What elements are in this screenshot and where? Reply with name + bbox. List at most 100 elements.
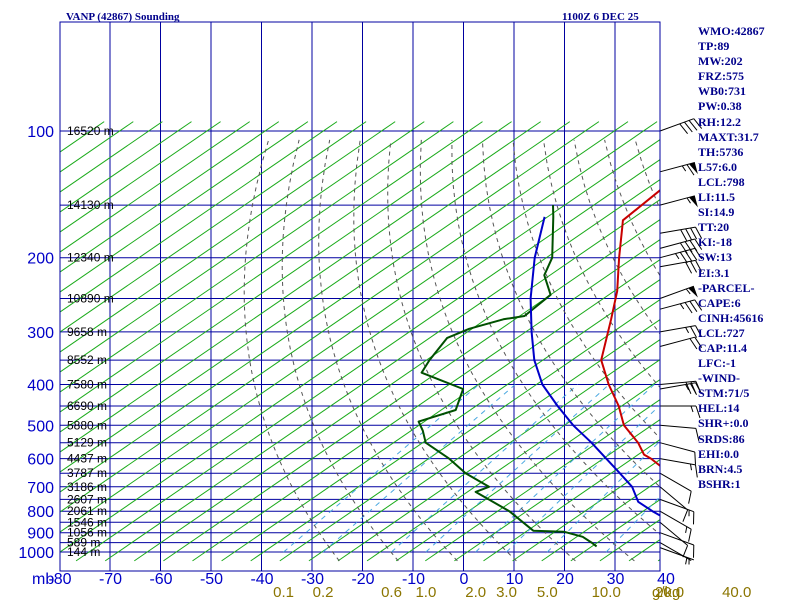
temperature-trace [600, 189, 660, 468]
isotherm-line [163, 218, 660, 562]
isotherm-line [60, 121, 367, 333]
barb-flag [695, 405, 701, 419]
barb-flag [694, 299, 703, 311]
wind-barb [659, 325, 702, 338]
wind-barb [659, 285, 698, 299]
pressure-tick-label: 300 [27, 325, 54, 342]
wind-barb [659, 542, 692, 565]
barb-flag [684, 302, 693, 314]
height-label: 3186 m [67, 480, 107, 494]
isotherm-line [454, 418, 660, 562]
barb-flag [694, 248, 703, 260]
wind-barb [659, 424, 700, 441]
height-label: 16520 m [67, 124, 114, 138]
temperature-tick-label: -40 [250, 571, 273, 588]
surface-parcel-marker [707, 540, 720, 552]
isotherm-line [60, 138, 660, 553]
isotherm-line [75, 158, 660, 562]
barb-staff [659, 325, 696, 333]
isotherm-line [192, 238, 660, 562]
barb-flag [694, 238, 703, 250]
barb-staff [659, 547, 694, 561]
isotherm-line [60, 121, 338, 313]
isotherm-line [337, 338, 660, 562]
barb-staff [659, 380, 696, 385]
height-label: 2607 m [67, 492, 107, 506]
isotherm-line [279, 298, 660, 562]
barb-half-flag [686, 197, 691, 204]
height-label: 9658 m [67, 325, 107, 339]
sounding-index: STM:71/5 [698, 386, 750, 401]
barb-flag [682, 545, 689, 558]
pressure-tick-label: 800 [27, 504, 54, 521]
barb-flag [695, 226, 702, 239]
barb-flag [689, 338, 698, 350]
sounding-index: MW:202 [698, 54, 743, 69]
barb-half-flag [690, 463, 692, 471]
isotherm-line [60, 121, 658, 533]
height-label: 14130 m [67, 198, 114, 212]
sounding-index: PW:0.38 [698, 99, 742, 114]
barb-staff [659, 486, 688, 511]
height-label: 589 m [67, 536, 100, 550]
mixing-ratio-label: 3.0 [496, 584, 517, 600]
sounding-index: EI:3.1 [698, 265, 730, 280]
barb-half-flag [690, 405, 694, 413]
isotherm-line [134, 198, 660, 562]
wind-barb [659, 195, 698, 208]
height-label: 10890 m [67, 292, 114, 306]
isotherm-line [60, 121, 483, 413]
sounding-index: LFC:-1 [698, 356, 736, 371]
barb-staff [659, 458, 696, 466]
wind-barb [659, 247, 703, 264]
barb-staff [659, 498, 694, 513]
chart-grid [60, 22, 660, 571]
mixing-ratio-line [391, 384, 579, 553]
barb-half-flag [685, 327, 690, 334]
isotherm-line [60, 121, 309, 293]
dewpoint-trace [417, 205, 598, 548]
sounding-index: SW:13 [698, 250, 733, 265]
sounding-traces [417, 189, 720, 552]
barb-staff [659, 542, 692, 562]
barb-flag [689, 300, 698, 312]
wind-barb [659, 458, 698, 478]
sounding-index: WMO:42867 [698, 24, 765, 38]
height-label: 1546 m [67, 515, 107, 529]
barb-flag [695, 428, 700, 441]
isotherm-line [60, 121, 250, 253]
isotherm-line [60, 121, 454, 393]
mixing-ratio-label: 5.0 [537, 584, 558, 600]
parcel-trace [529, 216, 660, 517]
sounding-index: SI:14.9 [698, 205, 735, 220]
wind-barb [659, 162, 698, 176]
wind-barb [659, 532, 695, 558]
sounding-index: SHR+:0.0 [698, 416, 749, 431]
isotherm-line [541, 478, 660, 562]
wind-barb [659, 521, 689, 558]
wind-barb [659, 299, 703, 314]
barb-flag [685, 228, 693, 241]
pressure-tick-label: 400 [27, 378, 54, 395]
sounding-index: TH:5736 [698, 144, 744, 159]
sounding-index: CAPE:6 [698, 295, 741, 310]
barb-flag [694, 336, 703, 348]
barb-staff [659, 118, 694, 132]
height-label: 8552 m [67, 353, 107, 367]
mixing-ratio-label: 20.0 [655, 584, 684, 600]
height-label: 5880 m [67, 418, 107, 432]
barb-pennant [688, 286, 698, 298]
wind-barb [659, 442, 696, 465]
barb-staff [659, 162, 695, 173]
mixing-ratio-line [283, 384, 480, 553]
wind-barb [660, 405, 701, 419]
isotherm-line [60, 121, 629, 513]
height-label: 1056 m [67, 526, 107, 540]
sounding-index: -WIND- [698, 371, 740, 386]
sounding-index: EHI:0.0 [698, 446, 740, 461]
wind-barb [659, 226, 702, 242]
sounding-index: TT:20 [698, 220, 730, 235]
barb-flag [695, 325, 702, 337]
barb-flag [690, 383, 698, 395]
